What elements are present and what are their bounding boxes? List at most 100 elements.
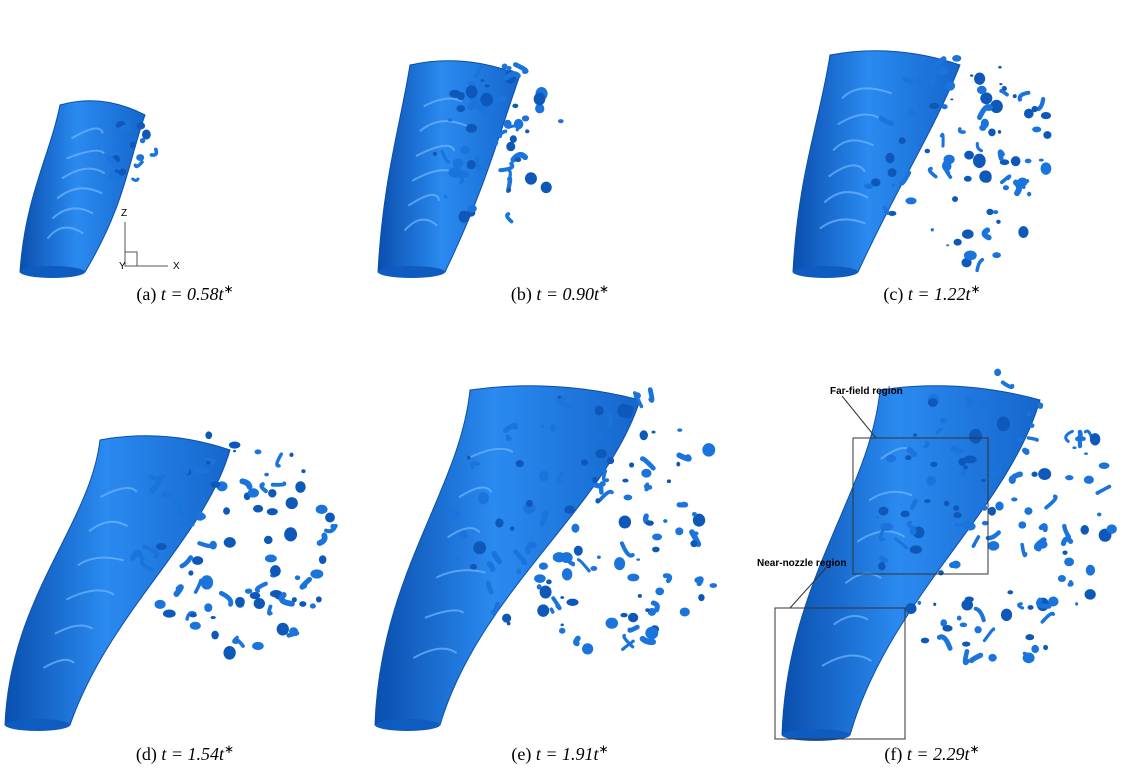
ligament [509, 171, 510, 183]
ligament [176, 587, 180, 594]
droplet [885, 153, 894, 164]
droplet [676, 462, 680, 467]
ligament [1042, 613, 1053, 621]
droplet [316, 505, 328, 514]
droplet [597, 556, 601, 559]
droplet [229, 442, 240, 449]
ligament [646, 484, 647, 489]
droplet [115, 146, 121, 151]
droplet [1085, 589, 1096, 599]
droplet [963, 465, 967, 469]
droplet [1031, 645, 1039, 653]
droplet [252, 642, 264, 650]
droplet [994, 369, 1001, 376]
ligament [277, 454, 281, 466]
droplet [652, 547, 660, 553]
droplet [124, 119, 129, 125]
droplet [1001, 609, 1012, 622]
ligament [1022, 545, 1026, 556]
droplet [1084, 452, 1088, 455]
droplet [998, 130, 1001, 134]
droplet [964, 151, 974, 160]
ligament [1002, 176, 1010, 182]
ligament [963, 468, 966, 474]
droplet [204, 603, 212, 612]
droplet [995, 501, 1003, 510]
droplet [940, 418, 947, 424]
droplet [137, 122, 145, 129]
axis-z: Z [121, 208, 127, 219]
droplet [473, 541, 486, 554]
droplet [1037, 540, 1048, 548]
nozzle [375, 719, 440, 731]
droplet [953, 512, 961, 518]
ligament [984, 230, 988, 237]
droplet [925, 149, 930, 154]
ligament [553, 598, 559, 608]
droplet [515, 157, 521, 162]
droplet [480, 79, 484, 82]
droplet [192, 556, 203, 565]
ligament [302, 579, 309, 587]
droplet [433, 152, 437, 156]
ligament [133, 179, 138, 180]
droplet [645, 608, 649, 612]
droplet [253, 505, 263, 513]
droplet [926, 476, 936, 486]
droplet [540, 585, 552, 598]
droplet [590, 566, 597, 571]
caption-sup: ∗ [224, 282, 234, 296]
droplet [188, 570, 193, 575]
droplet [525, 129, 529, 133]
droplet [977, 86, 987, 94]
droplet [891, 184, 895, 187]
droplet [924, 499, 931, 503]
droplet [459, 531, 467, 539]
droplet [962, 229, 974, 239]
ligament [679, 504, 685, 505]
droplet [667, 479, 671, 483]
droplet [301, 469, 305, 473]
droplet [973, 154, 986, 168]
droplet [467, 456, 470, 460]
droplet [1064, 557, 1074, 566]
droplet [942, 625, 952, 632]
ligament [221, 593, 231, 604]
ligament [968, 398, 971, 405]
ligament [559, 473, 561, 481]
droplet [163, 610, 176, 618]
caption: (f) t = 2.29t∗ [884, 742, 979, 765]
droplet [514, 119, 524, 129]
droplet [136, 154, 144, 161]
ligament [551, 609, 552, 612]
ligament [261, 484, 265, 491]
droplet [1062, 550, 1067, 555]
ligament [1019, 604, 1023, 608]
ligament [257, 584, 266, 591]
droplet [964, 250, 977, 260]
droplet [979, 170, 991, 182]
droplet [864, 183, 873, 189]
droplet [140, 138, 146, 143]
droplet [931, 228, 934, 231]
droplet [537, 604, 549, 616]
droplet [702, 443, 715, 457]
droplet [286, 497, 298, 509]
droplet [467, 205, 476, 213]
droplet [534, 93, 546, 106]
droplet [996, 220, 1001, 224]
ligament [1025, 450, 1027, 452]
ligament [642, 459, 653, 469]
ligament [622, 543, 633, 555]
renderings [5, 51, 1117, 741]
droplet [223, 646, 235, 660]
droplet [981, 479, 986, 482]
droplet [592, 477, 598, 484]
droplet [1041, 112, 1051, 119]
ligament [507, 74, 518, 78]
ligament [1097, 487, 1109, 494]
droplet [946, 244, 949, 246]
ligament [1070, 582, 1072, 584]
droplet [933, 603, 936, 606]
droplet [265, 555, 277, 563]
